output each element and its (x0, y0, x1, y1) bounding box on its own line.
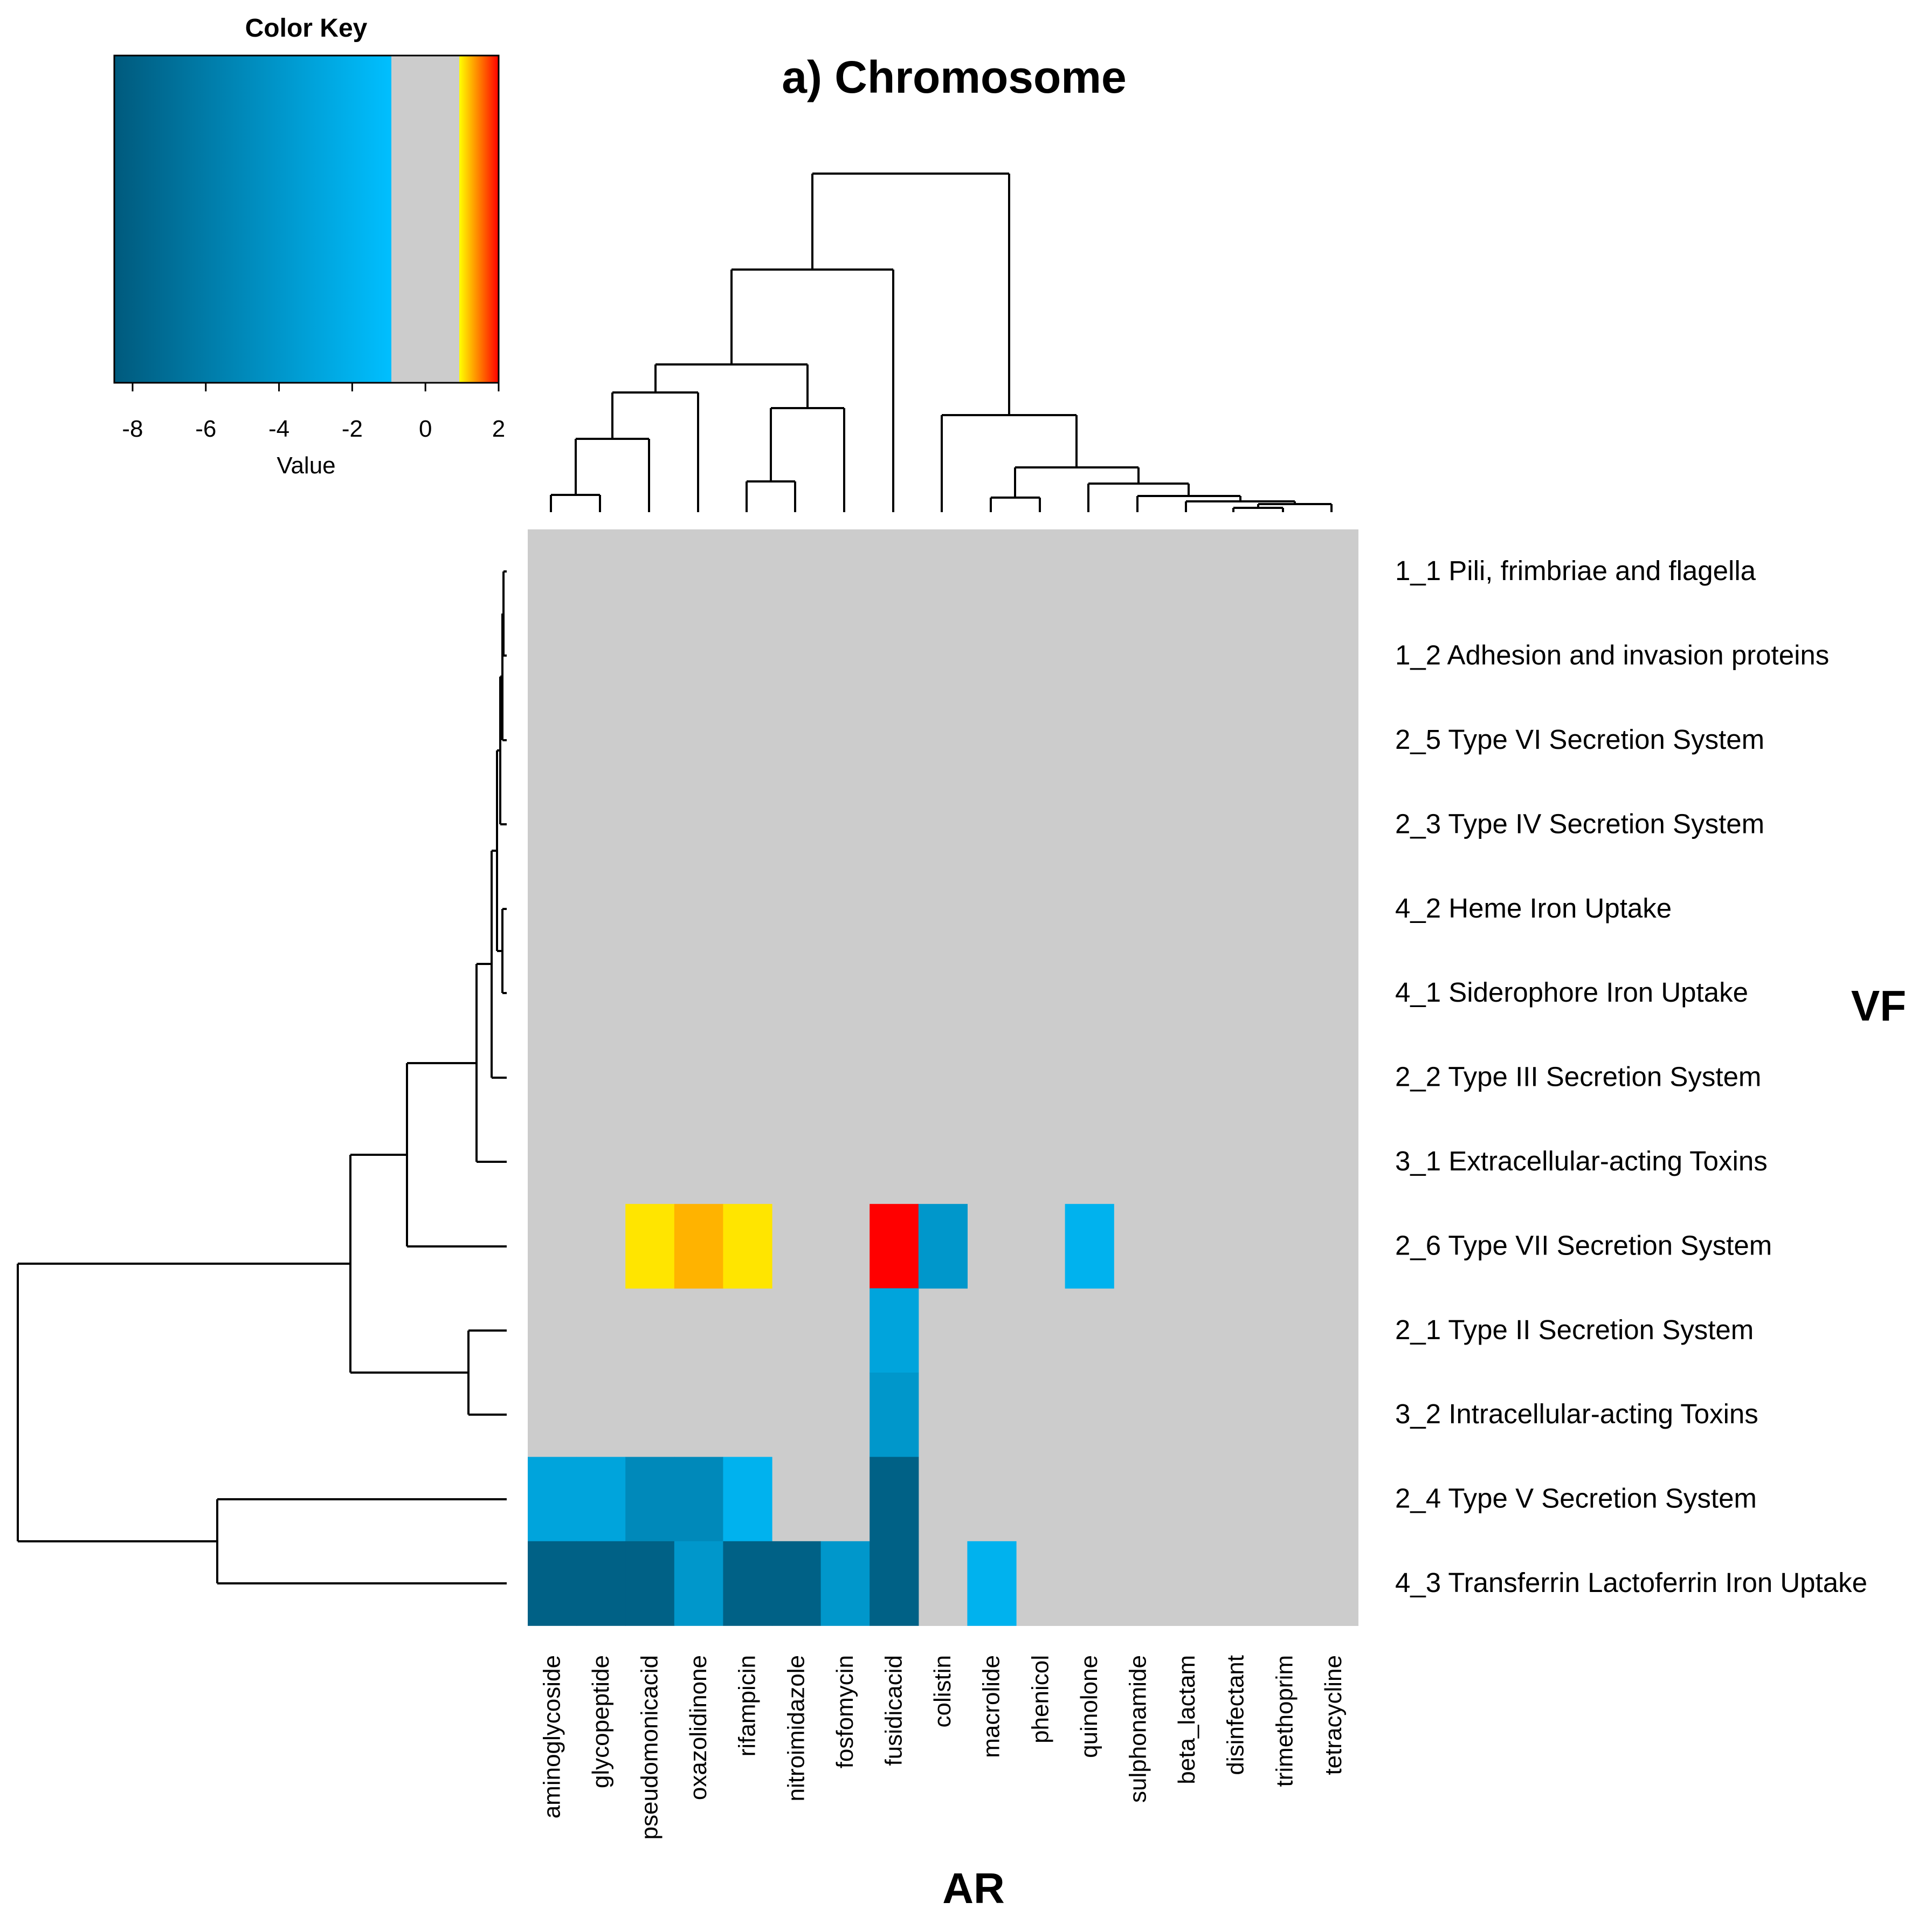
row-label: 2_4 Type V Secretion System (1395, 1483, 1757, 1514)
heatmap-cell (723, 1204, 772, 1289)
heatmap-cell (918, 1204, 968, 1289)
row-label: 1_2 Adhesion and invasion proteins (1395, 640, 1829, 671)
row-label: 4_3 Transferrin Lactoferrin Iron Uptake (1395, 1567, 1867, 1598)
color-key-tick-label: -2 (342, 416, 363, 442)
heatmap-cell (820, 1541, 870, 1626)
heatmap-cell (528, 1457, 577, 1542)
heatmap-cell (625, 1204, 675, 1289)
color-key-gradient-warm (459, 56, 499, 383)
column-label: pseudomonicacid (637, 1655, 663, 1839)
color-key-xlabel: Value (277, 452, 335, 479)
heatmap-cell (576, 1541, 626, 1626)
row-dendrogram (17, 570, 507, 1584)
color-key-tick-label: -8 (122, 416, 143, 442)
color-key-neutral-band (391, 56, 459, 383)
color-key-tick-label: -6 (195, 416, 216, 442)
column-label: glycopeptide (588, 1655, 614, 1788)
row-label: 2_3 Type IV Secretion System (1395, 808, 1764, 839)
heatmap-cell (870, 1288, 919, 1373)
column-label: disinfectant (1223, 1655, 1249, 1775)
column-label: quinolone (1076, 1655, 1102, 1758)
heatmap-cell (625, 1457, 675, 1542)
heatmap-cell (1065, 1204, 1114, 1289)
heatmap-cell (576, 1457, 626, 1542)
color-key-gradient-blue (114, 56, 391, 383)
heatmap-cells (528, 1204, 1114, 1626)
row-label: 3_1 Extracellular-acting Toxins (1395, 1146, 1768, 1176)
heatmap-cell (674, 1541, 723, 1626)
column-label: nitroimidazole (783, 1655, 809, 1801)
column-labels: aminoglycoside glycopeptide pseudomonicaci… (539, 1655, 1347, 1839)
column-label: macrolide (978, 1655, 1005, 1758)
heatmap-cell (723, 1541, 772, 1626)
color-key-tick-label: 2 (492, 416, 505, 442)
chart-title: a) Chromosome (782, 52, 1126, 102)
column-label: fosfomycin (832, 1655, 858, 1768)
row-label: 4_2 Heme Iron Uptake (1395, 893, 1672, 923)
column-label: aminoglycoside (539, 1655, 565, 1818)
row-label: 1_1 Pili, frimbriae and flagella (1395, 555, 1756, 586)
heatmap-cell (870, 1204, 919, 1289)
color-key-title: Color Key (245, 14, 368, 43)
column-label: sulphonamide (1125, 1655, 1151, 1803)
row-label: 2_5 Type VI Secretion System (1395, 724, 1764, 755)
heatmap-panel (528, 529, 1358, 1626)
row-label: 2_6 Type VII Secretion System (1395, 1230, 1772, 1260)
column-label: tetracycline (1320, 1655, 1347, 1775)
row-label: 4_1 Siderophore Iron Uptake (1395, 977, 1748, 1008)
heatmap-cell (870, 1457, 919, 1542)
heatmap-cell (967, 1541, 1017, 1626)
y-axis-label: VF (1851, 982, 1906, 1030)
row-label: 3_2 Intracellular-acting Toxins (1395, 1398, 1758, 1429)
heatmap-cell (528, 1541, 577, 1626)
heatmap-cell (674, 1204, 723, 1289)
heatmap-cell (625, 1541, 675, 1626)
column-label: fusidicacid (881, 1655, 907, 1766)
column-dendrogram (550, 173, 1333, 512)
heatmap-cell (870, 1373, 919, 1457)
column-label: rifampicin (734, 1655, 761, 1756)
heatmap-cell (772, 1541, 822, 1626)
column-label: phenicol (1027, 1655, 1053, 1743)
heatmap-cell (870, 1541, 919, 1626)
heatmap-cell (723, 1457, 772, 1542)
x-axis-label: AR (942, 1864, 1005, 1912)
color-key-tick-label: 0 (419, 416, 432, 442)
column-label: beta_lactam (1174, 1655, 1200, 1784)
column-label: oxazolidinone (685, 1655, 712, 1800)
row-label: 2_1 Type II Secretion System (1395, 1314, 1754, 1345)
color-key-ticks: -8 -6 -4 -2 0 2 (122, 383, 505, 442)
column-label: colistin (929, 1655, 956, 1728)
color-key-tick-label: -4 (268, 416, 289, 442)
row-labels: 1_1 Pili, frimbriae and flagella 1_2 Adhe… (1395, 555, 1867, 1598)
row-label: 2_2 Type III Secretion System (1395, 1062, 1761, 1092)
heatmap-cell (674, 1457, 723, 1542)
color-key: Color Key -8 -6 -4 -2 0 2 Value (113, 14, 505, 479)
column-label: trimethoprim (1271, 1655, 1298, 1787)
